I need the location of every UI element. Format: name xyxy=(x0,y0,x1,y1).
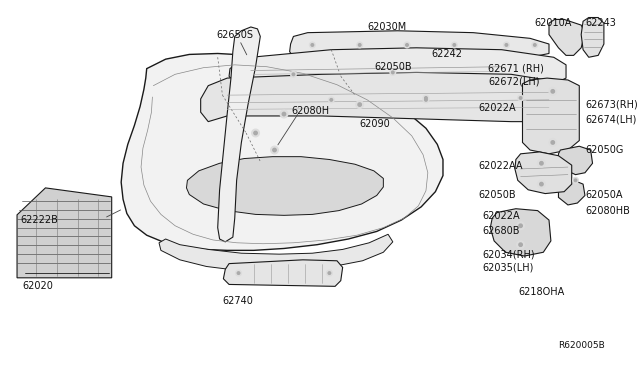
Text: 62242: 62242 xyxy=(431,49,463,60)
Text: 62090: 62090 xyxy=(360,119,390,129)
Text: 62671 (RH): 62671 (RH) xyxy=(488,64,544,74)
Circle shape xyxy=(453,44,456,46)
Circle shape xyxy=(517,241,524,248)
Circle shape xyxy=(358,103,362,106)
Circle shape xyxy=(310,42,316,48)
Circle shape xyxy=(534,44,536,46)
Circle shape xyxy=(551,90,554,93)
Text: 62050B: 62050B xyxy=(478,190,516,201)
Circle shape xyxy=(271,146,278,154)
Text: 62010A: 62010A xyxy=(535,18,572,28)
Polygon shape xyxy=(490,209,551,256)
Text: 62650S: 62650S xyxy=(216,31,253,41)
Circle shape xyxy=(538,180,545,188)
Circle shape xyxy=(532,42,538,48)
Text: 6218OHA: 6218OHA xyxy=(518,287,565,297)
Polygon shape xyxy=(522,78,579,154)
Text: 62050A: 62050A xyxy=(585,189,623,199)
Circle shape xyxy=(328,272,331,275)
Circle shape xyxy=(519,243,522,246)
Circle shape xyxy=(311,44,314,46)
Text: 62680B: 62680B xyxy=(483,227,520,237)
Circle shape xyxy=(356,101,364,108)
Text: 62020: 62020 xyxy=(22,281,54,291)
Text: 62222B: 62222B xyxy=(21,215,59,225)
Circle shape xyxy=(292,73,294,76)
Circle shape xyxy=(404,42,410,48)
Polygon shape xyxy=(201,73,575,122)
Circle shape xyxy=(390,70,396,75)
Polygon shape xyxy=(159,234,393,271)
Text: 62673(RH): 62673(RH) xyxy=(585,100,637,110)
Polygon shape xyxy=(581,17,604,57)
Circle shape xyxy=(326,270,332,276)
Circle shape xyxy=(357,42,362,48)
Circle shape xyxy=(282,112,285,116)
Polygon shape xyxy=(515,152,572,193)
Text: 62022AA: 62022AA xyxy=(478,161,522,171)
Text: 62243: 62243 xyxy=(585,18,616,28)
Text: 62034(RH): 62034(RH) xyxy=(483,249,536,259)
Circle shape xyxy=(505,44,508,46)
Text: 62035(LH): 62035(LH) xyxy=(483,262,534,272)
Text: 62050G: 62050G xyxy=(585,145,623,155)
Text: 62674(LH): 62674(LH) xyxy=(585,115,636,125)
Circle shape xyxy=(540,182,543,186)
Text: 62030M: 62030M xyxy=(367,22,406,32)
Text: 62080HB: 62080HB xyxy=(585,206,630,216)
Circle shape xyxy=(425,97,428,99)
Polygon shape xyxy=(17,188,112,278)
Circle shape xyxy=(423,95,429,101)
Circle shape xyxy=(406,44,408,46)
Circle shape xyxy=(330,99,333,101)
Circle shape xyxy=(423,97,429,103)
Polygon shape xyxy=(218,27,260,242)
Polygon shape xyxy=(559,180,585,205)
Text: 62022A: 62022A xyxy=(483,211,520,221)
Circle shape xyxy=(574,179,577,182)
Polygon shape xyxy=(121,54,443,250)
Text: 62740: 62740 xyxy=(223,296,253,307)
Text: R620005B: R620005B xyxy=(559,341,605,350)
Circle shape xyxy=(273,148,276,152)
Text: 62672(LH): 62672(LH) xyxy=(488,77,540,87)
Polygon shape xyxy=(223,260,342,286)
Polygon shape xyxy=(559,146,593,174)
Circle shape xyxy=(392,71,394,74)
Circle shape xyxy=(236,270,241,276)
Polygon shape xyxy=(549,19,585,55)
Circle shape xyxy=(254,131,257,135)
Circle shape xyxy=(538,160,545,167)
Circle shape xyxy=(280,110,288,118)
Circle shape xyxy=(237,272,240,275)
Circle shape xyxy=(540,161,543,165)
Circle shape xyxy=(551,141,554,144)
Text: 62050B: 62050B xyxy=(374,62,412,72)
Circle shape xyxy=(519,224,522,227)
Circle shape xyxy=(358,44,361,46)
Circle shape xyxy=(252,129,259,137)
Circle shape xyxy=(425,99,428,101)
Circle shape xyxy=(291,71,296,77)
Polygon shape xyxy=(186,157,383,215)
Circle shape xyxy=(504,42,509,48)
Polygon shape xyxy=(290,31,549,57)
Circle shape xyxy=(549,87,557,95)
Circle shape xyxy=(518,95,524,101)
Text: 62022A: 62022A xyxy=(478,103,516,113)
Circle shape xyxy=(573,177,579,183)
Circle shape xyxy=(451,42,457,48)
Circle shape xyxy=(549,139,557,146)
Circle shape xyxy=(517,222,524,230)
Circle shape xyxy=(519,97,522,99)
Polygon shape xyxy=(229,48,566,84)
Text: 62080H: 62080H xyxy=(292,106,330,116)
Circle shape xyxy=(328,97,334,103)
